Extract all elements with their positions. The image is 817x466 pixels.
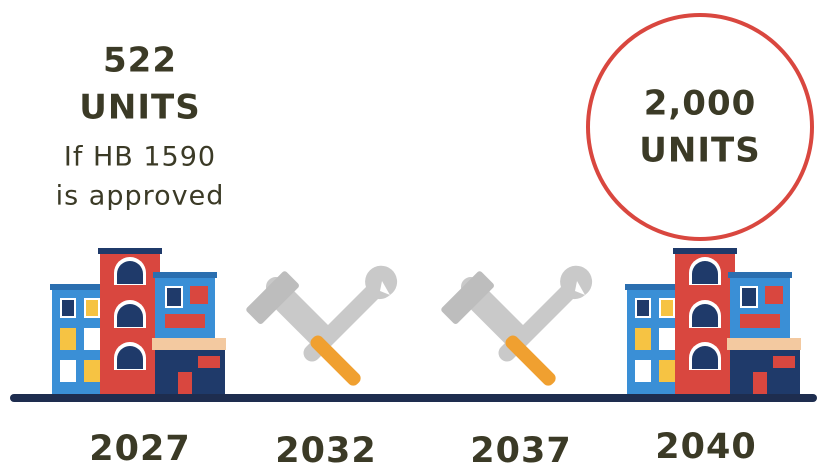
year: 2027 [89, 429, 190, 466]
tools-icon [245, 266, 397, 388]
units-label: UNITS [79, 88, 200, 128]
note: is approved [56, 181, 225, 212]
building [625, 248, 801, 394]
tools-icon [440, 266, 592, 388]
year: 2032 [275, 431, 376, 466]
units-value: 522 [103, 41, 177, 81]
highlight-circle [588, 15, 812, 239]
timeline [10, 394, 817, 402]
note: If HB 1590 [64, 142, 216, 173]
infographic: 522 UNITS If HB 1590 is approved 2,000 U… [0, 0, 817, 466]
year: 2040 [655, 427, 756, 466]
units-value: 2,000 [644, 84, 757, 124]
units-label: UNITS [639, 131, 760, 171]
year: 2037 [470, 431, 571, 466]
building [50, 248, 226, 394]
